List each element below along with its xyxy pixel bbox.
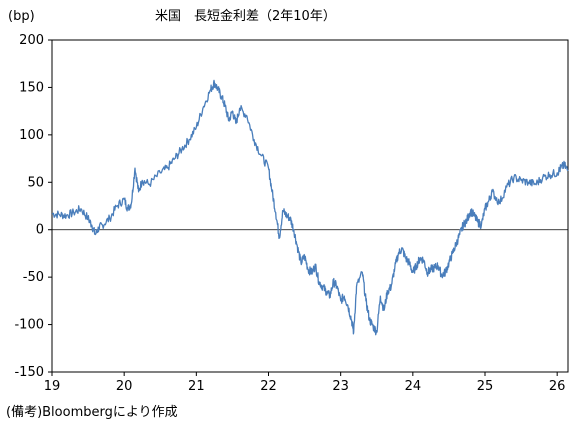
x-tick-label: 26 xyxy=(549,379,566,394)
y-tick-label: 200 xyxy=(19,33,44,48)
y-tick-label: 150 xyxy=(19,80,44,95)
series-layer xyxy=(51,79,569,336)
x-tick-label: 23 xyxy=(332,379,349,394)
x-tick-label: 24 xyxy=(405,379,422,394)
x-tick-label: 22 xyxy=(260,379,277,394)
y-tick-label: 0 xyxy=(36,223,44,238)
y-tick-label: -50 xyxy=(23,270,44,285)
chart-title: 米国 長短金利差（2年10年） xyxy=(155,8,336,24)
plot-frame xyxy=(51,39,569,373)
y-tick-label: 50 xyxy=(27,175,44,190)
x-tick-label: 19 xyxy=(44,379,61,394)
y-unit-label: (bp) xyxy=(8,9,35,24)
x-tick-label: 25 xyxy=(477,379,494,394)
y-tick-label: -100 xyxy=(14,318,44,333)
source-note: (備考)Bloombergにより作成 xyxy=(6,404,178,420)
y-tick-label: 100 xyxy=(19,128,44,143)
spread-series-line xyxy=(51,79,569,336)
x-tick-label: 21 xyxy=(188,379,205,394)
y-tick-label: -150 xyxy=(14,365,44,380)
x-tick-label: 20 xyxy=(116,379,133,394)
